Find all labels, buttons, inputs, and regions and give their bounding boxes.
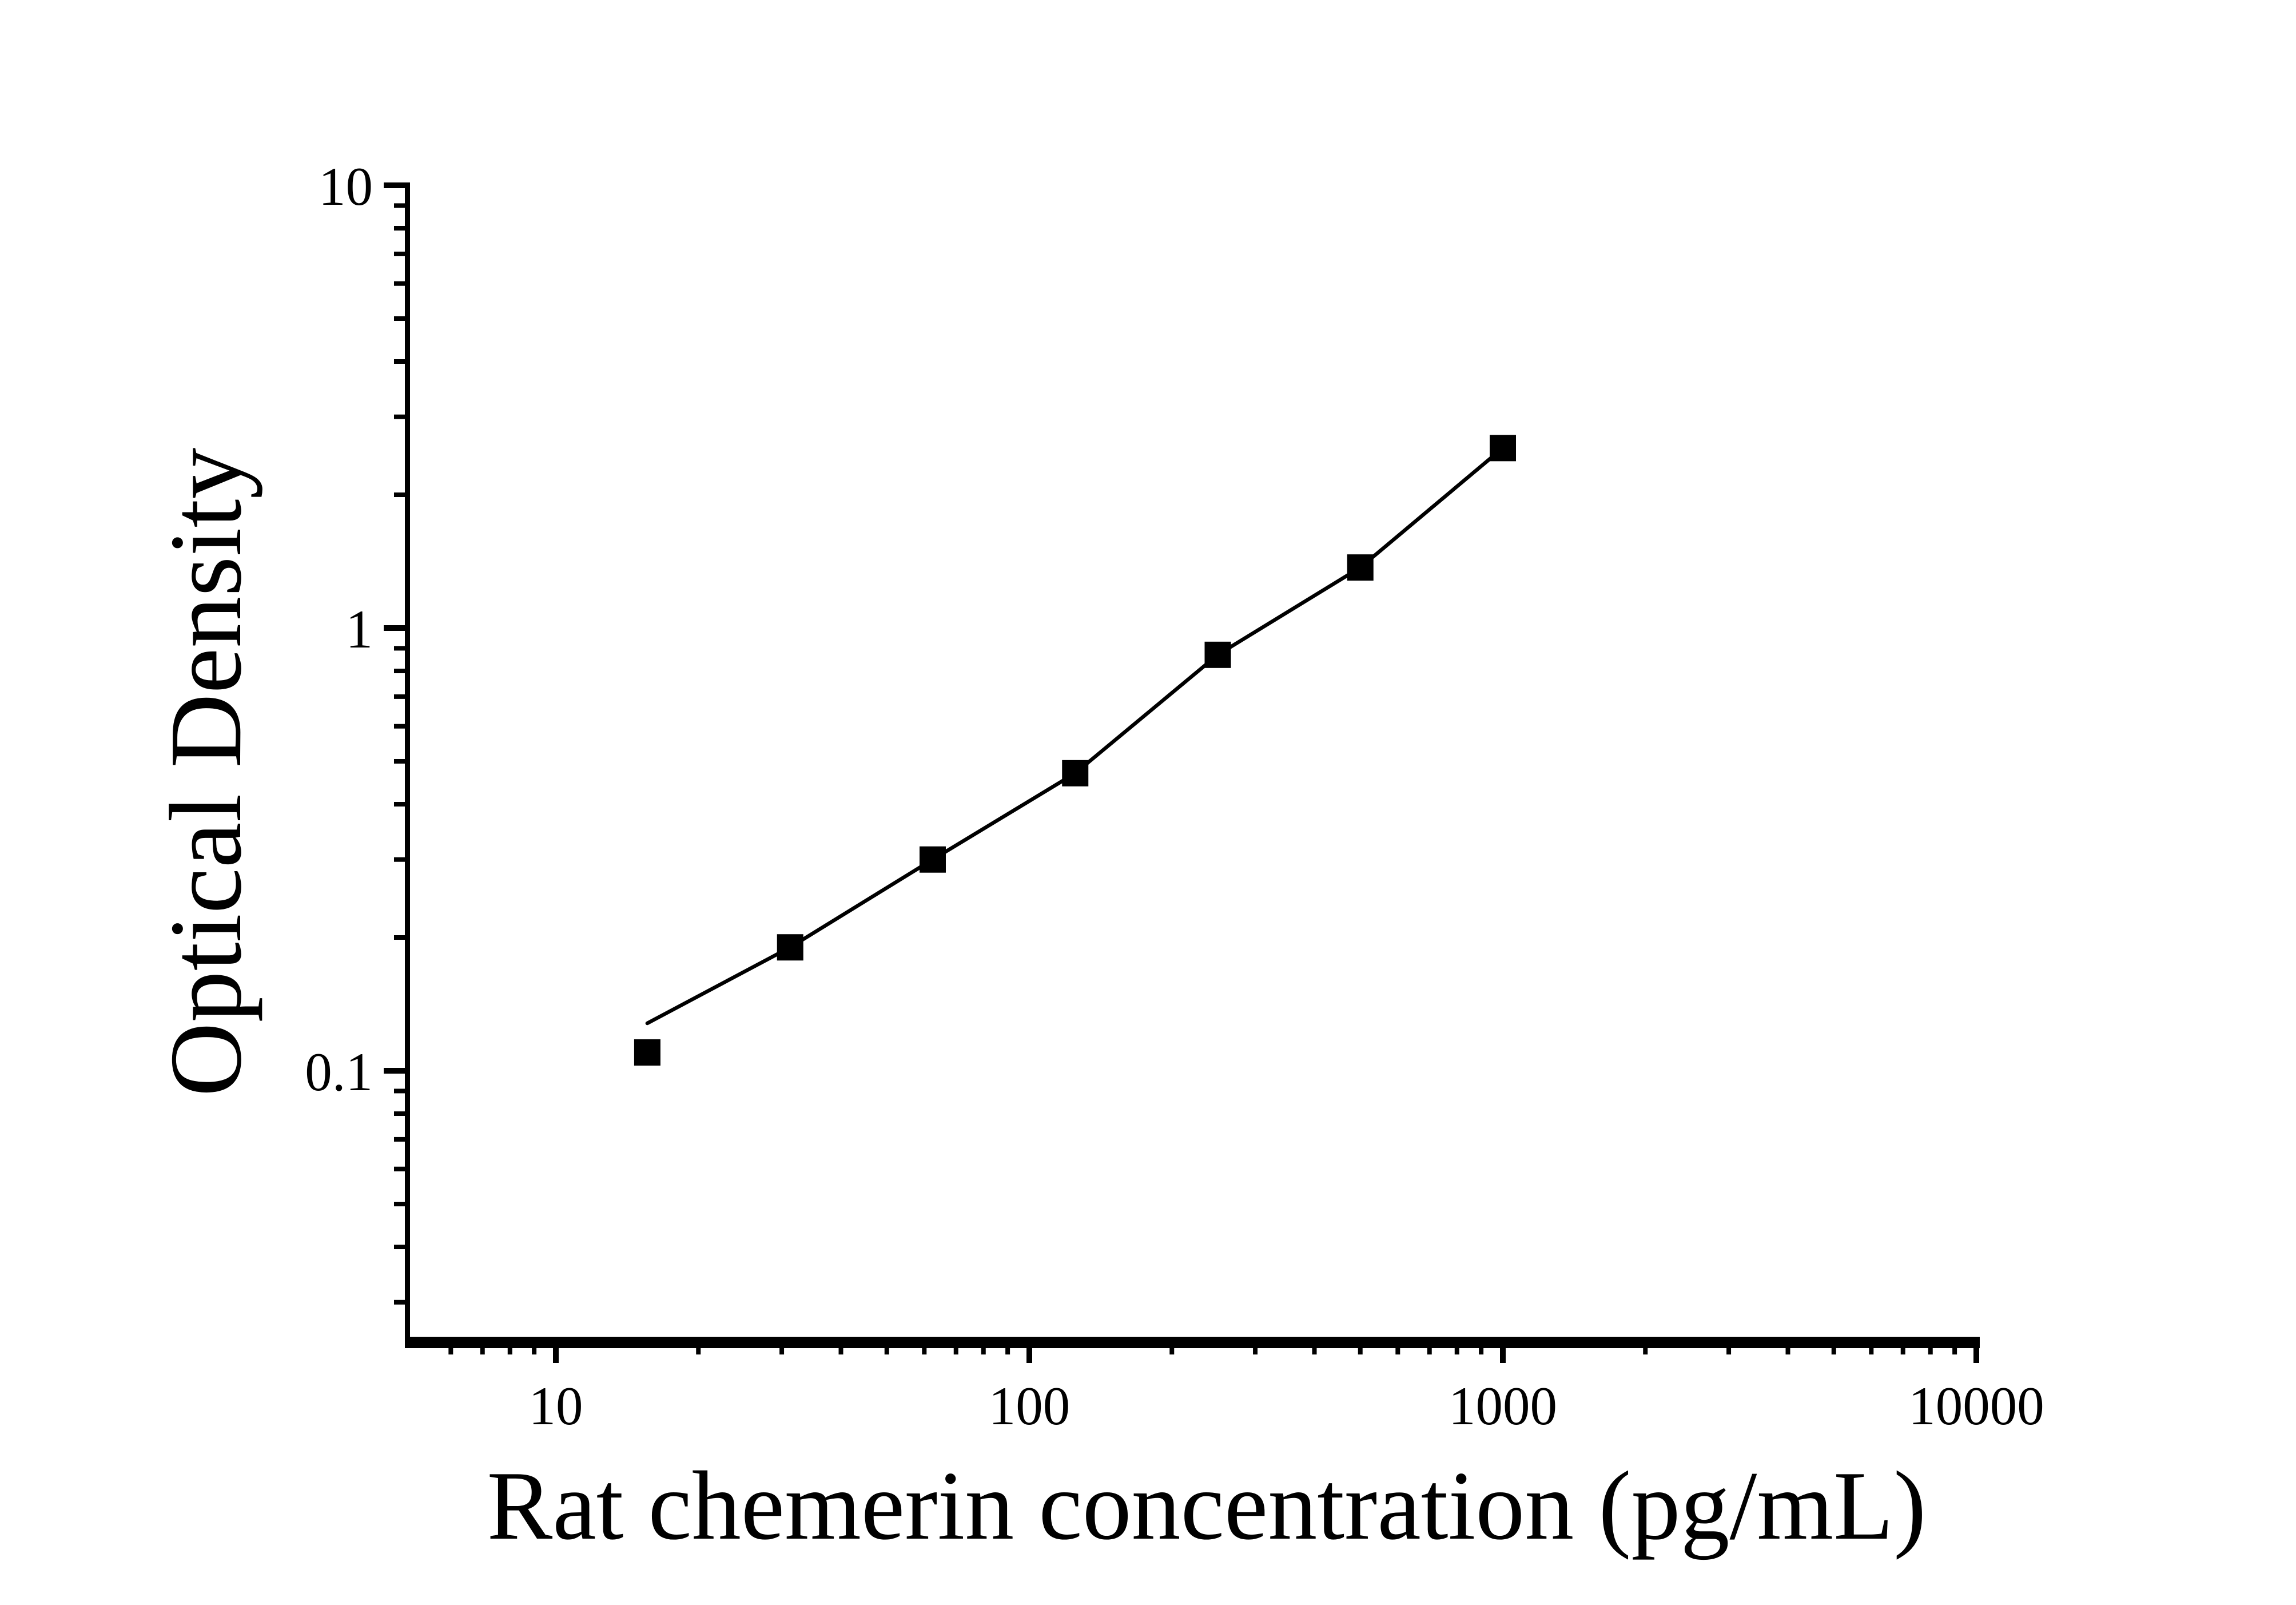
x-axis-line bbox=[405, 1337, 1980, 1348]
y-minor-tick bbox=[394, 694, 410, 699]
y-major-tick bbox=[384, 1068, 410, 1074]
x-minor-tick bbox=[696, 1337, 701, 1354]
y-minor-tick bbox=[394, 492, 410, 498]
x-minor-tick bbox=[480, 1337, 485, 1354]
fit-curve-line bbox=[645, 446, 1505, 1026]
y-tick-label-10: 10 bbox=[319, 156, 373, 217]
y-minor-tick bbox=[394, 1088, 410, 1094]
x-minor-tick bbox=[507, 1337, 512, 1354]
x-minor-tick bbox=[981, 1337, 986, 1354]
axes-layer bbox=[384, 182, 1980, 1363]
x-minor-tick bbox=[1312, 1337, 1317, 1354]
x-minor-tick bbox=[1785, 1337, 1790, 1354]
x-minor-tick bbox=[1869, 1337, 1874, 1354]
y-axis-title: Optical Density bbox=[149, 448, 262, 1097]
data-point-marker bbox=[1347, 554, 1374, 581]
y-minor-tick bbox=[394, 1201, 410, 1206]
x-minor-tick bbox=[532, 1337, 537, 1354]
x-minor-tick bbox=[922, 1337, 927, 1354]
x-minor-tick bbox=[1005, 1337, 1010, 1354]
x-minor-tick bbox=[1427, 1337, 1432, 1354]
y-minor-tick bbox=[394, 646, 410, 651]
x-minor-tick bbox=[1643, 1337, 1648, 1354]
x-minor-tick bbox=[1169, 1337, 1175, 1354]
x-minor-tick bbox=[884, 1337, 889, 1354]
x-minor-tick bbox=[779, 1337, 785, 1354]
x-minor-tick bbox=[1454, 1337, 1459, 1354]
y-minor-tick bbox=[394, 802, 410, 807]
data-point-marker bbox=[1062, 760, 1089, 786]
y-minor-tick bbox=[394, 316, 410, 321]
y-minor-tick bbox=[394, 857, 410, 862]
y-minor-tick bbox=[394, 359, 410, 364]
x-tick-label-10: 10 bbox=[529, 1376, 583, 1436]
x-minor-tick bbox=[1900, 1337, 1905, 1354]
data-layer bbox=[634, 435, 1516, 1066]
data-point-marker bbox=[777, 934, 803, 961]
y-minor-tick bbox=[394, 1111, 410, 1117]
x-major-tick bbox=[1500, 1337, 1506, 1363]
x-tick-label-10000: 10000 bbox=[1908, 1376, 2044, 1436]
y-minor-tick bbox=[394, 251, 410, 256]
x-minor-tick bbox=[1358, 1337, 1363, 1354]
x-axis-title: Rat chemerin concentration (pg/mL) bbox=[487, 1452, 1927, 1560]
data-point-marker bbox=[919, 846, 946, 873]
x-major-tick bbox=[1973, 1337, 1979, 1363]
y-axis-line bbox=[405, 182, 410, 1348]
y-minor-tick bbox=[394, 669, 410, 674]
y-minor-tick bbox=[394, 226, 410, 231]
y-minor-tick bbox=[394, 1300, 410, 1305]
x-minor-tick bbox=[448, 1337, 453, 1354]
y-tick-label-1: 1 bbox=[346, 599, 373, 660]
y-tick-label-0-1: 0.1 bbox=[305, 1042, 373, 1102]
x-tick-label-100: 100 bbox=[989, 1376, 1071, 1436]
x-minor-tick bbox=[838, 1337, 843, 1354]
x-tick-label-1000: 1000 bbox=[1449, 1376, 1557, 1436]
y-minor-tick bbox=[394, 1245, 410, 1250]
x-minor-tick bbox=[1479, 1337, 1484, 1354]
y-minor-tick bbox=[394, 758, 410, 764]
x-minor-tick bbox=[1831, 1337, 1836, 1354]
x-minor-tick bbox=[1253, 1337, 1258, 1354]
x-major-tick bbox=[553, 1337, 559, 1363]
x-minor-tick bbox=[1952, 1337, 1957, 1354]
y-minor-tick bbox=[394, 203, 410, 208]
y-minor-tick bbox=[394, 724, 410, 729]
y-minor-tick bbox=[394, 414, 410, 419]
x-minor-tick bbox=[953, 1337, 958, 1354]
y-minor-tick bbox=[394, 935, 410, 940]
y-minor-tick bbox=[394, 1137, 410, 1142]
y-minor-tick bbox=[394, 1166, 410, 1171]
data-point-marker bbox=[634, 1039, 660, 1066]
y-major-tick bbox=[384, 182, 410, 188]
data-point-marker bbox=[1490, 435, 1516, 462]
x-minor-tick bbox=[1928, 1337, 1933, 1354]
x-major-tick bbox=[1026, 1337, 1032, 1363]
x-minor-tick bbox=[1395, 1337, 1400, 1354]
data-point-marker bbox=[1204, 641, 1231, 668]
x-minor-tick bbox=[1726, 1337, 1732, 1354]
y-minor-tick bbox=[394, 281, 410, 286]
y-major-tick bbox=[384, 625, 410, 631]
